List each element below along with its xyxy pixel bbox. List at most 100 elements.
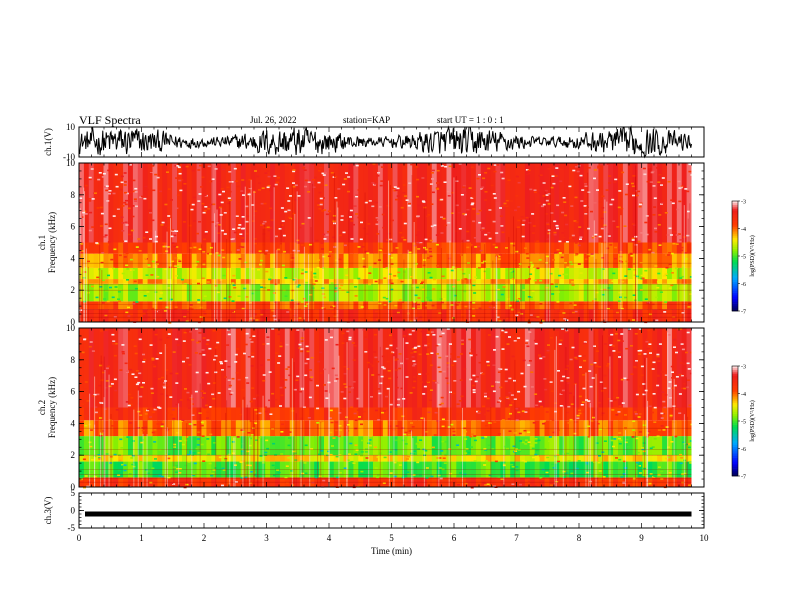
ch2-spectrogram-cell	[412, 360, 416, 362]
ch1-spectrogram-colorbar-cell	[732, 292, 738, 295]
ch2-spectrogram-cell	[473, 435, 477, 437]
ch2-spectrogram-cell	[105, 328, 109, 331]
ch1-spectrogram-cell	[162, 283, 168, 302]
ch2-spectrogram-cell	[216, 477, 222, 487]
ch2-spectrogram-cell	[642, 477, 648, 487]
ch1-spectrogram-cell	[251, 220, 255, 222]
ch1-spectrogram-cell	[181, 267, 188, 280]
ch2-spectrogram-cell	[494, 460, 498, 463]
ch1-spectrogram-cell	[505, 267, 511, 280]
ch2-spectrogram-cell	[667, 456, 671, 459]
ch1-spectrogram-cell	[343, 279, 349, 284]
ch2-spectrogram-cell	[486, 360, 490, 363]
ch2-spectrogram-cell	[179, 399, 183, 401]
ch1-spectrogram-cell	[171, 229, 175, 231]
ch2-spectrogram-cell	[175, 403, 179, 406]
ch2-spectrogram-cell	[490, 407, 496, 421]
ch2-spectrogram-cell	[275, 328, 281, 408]
ch1-spectrogram-cell	[603, 309, 609, 322]
ch1-spectrogram-cell	[280, 207, 284, 209]
ch2-spectrogram-cell	[511, 483, 515, 485]
ch2-spectrogram-cell	[458, 400, 462, 402]
ch1-spectrogram-cell	[456, 242, 462, 254]
ch2-spectrogram-cell	[451, 328, 457, 408]
ch2-spectrogram-cell	[632, 477, 636, 480]
ch1-spectrogram-cell	[556, 249, 560, 251]
ch2-spectrogram-cell	[480, 420, 487, 437]
ch1-spectrogram-cell	[363, 279, 369, 284]
ch2-spectrogram-cell	[481, 437, 485, 439]
ch2-spectrogram-cell	[382, 436, 389, 456]
ch2-spectrogram-cell	[676, 328, 683, 408]
ch1-spectrogram-cell	[79, 243, 83, 245]
ch1-spectrogram-cell	[170, 218, 171, 322]
ch1-spectrogram-cell	[197, 299, 201, 301]
ch2-spectrogram-cell	[284, 407, 291, 421]
ch1-spectrogram-cell	[528, 278, 531, 280]
ch2-spectrogram-cell	[514, 448, 518, 450]
ch2-spectrogram-cell	[647, 461, 653, 478]
ch1-spectrogram-cell	[355, 213, 358, 215]
ch1-spectrogram-cell	[500, 301, 506, 310]
ch2-spectrogram-cell	[511, 466, 515, 468]
ch2-spectrogram-cell	[343, 461, 349, 478]
ch2-spectrogram-cell	[679, 362, 683, 364]
ch1-spectrogram-cell	[314, 267, 320, 280]
ch2-spectrogram-cell	[216, 420, 222, 437]
ch2-spectrogram-cell	[287, 366, 291, 368]
ch1-spectrogram-cell	[143, 295, 147, 297]
ch1-spectrogram-cell	[446, 301, 452, 310]
ch2-spectrogram-cell	[490, 328, 496, 408]
ch2-spectrogram-cell	[595, 442, 599, 444]
ch2-spectrogram-cell	[491, 385, 494, 387]
ch1-spectrogram-cell	[177, 166, 181, 169]
ch2-spectrogram-cell	[475, 455, 482, 462]
ch2-spectrogram-cell	[206, 477, 212, 487]
ch2-spectrogram-cell	[341, 332, 345, 335]
ch1-spectrogram-cell	[632, 267, 638, 280]
ch2-spectrogram-cell	[406, 471, 410, 473]
ch1-spectrogram-cell	[646, 302, 650, 304]
ch2-spectrogram-cell	[426, 477, 433, 487]
ch2-spectrogram-cell	[485, 420, 491, 437]
ch1-spectrogram-cell	[521, 235, 525, 238]
ch2-spectrogram-cell	[486, 364, 490, 367]
ch2-spectrogram-cell	[98, 477, 104, 487]
ch1-spectrogram-cell	[328, 283, 335, 302]
ch1-spectrogram-cell	[149, 172, 153, 175]
ch1-spectrogram-cell	[495, 279, 501, 284]
ch2-spectrogram-cell	[192, 452, 196, 454]
ch2-spectrogram-cell	[358, 328, 364, 408]
ch2-spectrogram-cell	[636, 465, 640, 467]
ch1-spectrogram-cell	[539, 303, 543, 305]
ch1-spectrogram-cell	[473, 292, 477, 294]
ch2-spectrogram-cell	[338, 425, 342, 427]
ch2-spectrogram-cell	[103, 477, 109, 487]
ch2-spectrogram-cell	[155, 358, 159, 360]
ch2-spectrogram-cell	[108, 436, 114, 456]
ch2-spectrogram-cell	[565, 472, 569, 474]
ch1-spectrogram-cell	[637, 283, 643, 302]
ch1-spectrogram-cell	[314, 309, 320, 322]
ch1-spectrogram-colorbar-cell	[732, 228, 738, 231]
ch2-spectrogram-cell	[439, 335, 443, 338]
ch1-spectrogram-cell	[275, 267, 281, 280]
ch1-spectrogram-cell	[661, 202, 664, 204]
ch2-spectrogram-cell	[175, 382, 179, 384]
ch2-spectrogram-cell	[333, 477, 340, 487]
ch2-spectrogram-cell	[456, 356, 460, 358]
ch2-spectrogram-cell	[151, 359, 155, 361]
ch2-spectrogram-cell	[501, 348, 505, 350]
ch1-spectrogram-cell	[89, 211, 93, 214]
ch1-spectrogram-cell	[517, 226, 520, 228]
ch1-spectrogram-cell	[201, 279, 207, 284]
ch2-spectrogram-cell	[601, 412, 605, 414]
ch2-spectrogram-cell	[308, 396, 312, 399]
ch1-spectrogram-cell	[299, 163, 305, 243]
ch1-spectrogram-cell	[529, 266, 533, 269]
ch1-spectrogram-cell	[79, 253, 85, 268]
ch1-spectrogram-cell	[151, 307, 155, 310]
ch1-spectrogram-cell	[319, 279, 325, 284]
ch1-spectrogram-cell	[170, 199, 173, 201]
ch2-spectrogram-cell	[91, 395, 95, 397]
